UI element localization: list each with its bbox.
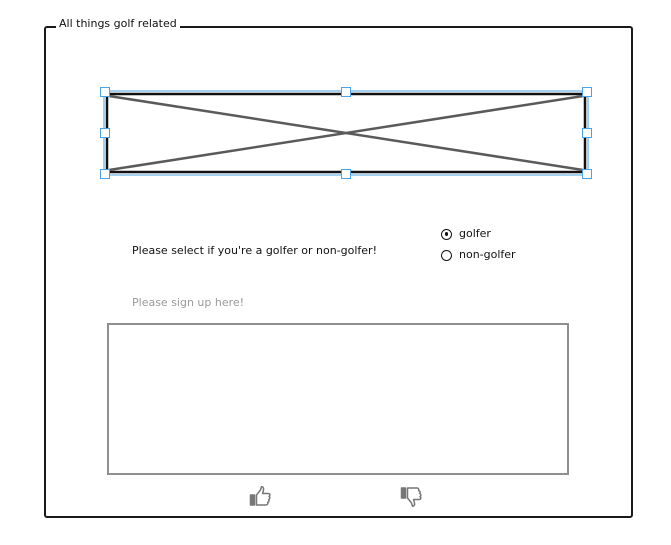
radio-label-golfer: golfer (459, 227, 491, 240)
thumbs-up-icon[interactable] (249, 485, 273, 509)
resize-handle-top-right[interactable] (582, 87, 592, 97)
radio-option-non-golfer[interactable]: non-golfer (441, 248, 516, 262)
radio-button-selected[interactable] (441, 228, 452, 240)
radio-label-non-golfer: non-golfer (459, 248, 516, 261)
resize-handle-bottom[interactable] (341, 169, 351, 179)
resize-handle-top[interactable] (341, 87, 351, 97)
image-placeholder[interactable] (100, 87, 592, 179)
thumbs-down-icon[interactable] (400, 485, 424, 509)
group-box (44, 26, 633, 518)
group-box-title: All things golf related (56, 16, 180, 32)
resize-handle-right[interactable] (582, 128, 592, 138)
resize-handle-bottom-left[interactable] (100, 169, 110, 179)
signup-text-area[interactable] (107, 323, 569, 475)
radio-button-unselected[interactable] (441, 249, 452, 261)
golfer-question: Please select if you're a golfer or non-… (132, 244, 377, 257)
radio-option-golfer[interactable]: golfer (441, 227, 491, 241)
signup-label: Please sign up here! (132, 296, 245, 309)
resize-handle-bottom-right[interactable] (582, 169, 592, 179)
image-placeholder-graphic (103, 90, 589, 176)
resize-handle-left[interactable] (100, 128, 110, 138)
resize-handle-top-left[interactable] (100, 87, 110, 97)
radio-dot (444, 232, 448, 236)
